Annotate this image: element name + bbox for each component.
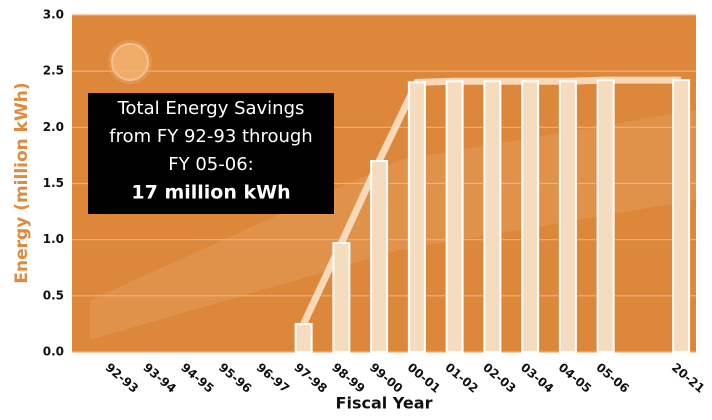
y-tick-label: 2.0 [43,120,64,134]
x-tick-label: 96-97 [254,360,292,395]
annotation-text: 17 million kWh [131,182,290,204]
annotation-box [88,93,334,214]
bar [521,80,540,353]
annotation-text: Total Energy Savings [117,98,305,119]
y-tick-label: 2.5 [43,64,64,78]
bar [407,81,426,354]
bar [370,160,389,353]
annotation-text: FY 05-06: [168,154,253,175]
x-tick-label: 02-03 [480,360,518,395]
y-tick-label: 1.5 [43,176,64,190]
x-tick-label: 04-05 [556,360,594,395]
x-axis-title: Fiscal Year [336,394,433,413]
bar [558,80,577,353]
sun [111,43,149,81]
annotation-text: from FY 92-93 through [109,126,312,147]
x-tick-label: 03-04 [518,360,556,395]
y-axis-title: Energy (million kWh) [12,82,32,283]
y-tick-label: 1.0 [43,232,64,246]
x-tick-label: 94-95 [178,360,216,395]
x-tick-label: 93-94 [140,360,178,395]
x-tick-label: 97-98 [291,360,329,395]
x-tick-label: 98-99 [329,360,367,395]
bar [483,80,502,353]
bar [332,242,351,353]
x-tick-label: 01-02 [442,360,480,395]
y-tick-label: 0.5 [43,288,64,302]
x-tick-label: 00-01 [405,360,443,395]
x-tick-label: 20-21 [669,360,707,395]
trend-line [300,76,682,326]
bar [672,79,691,354]
bar [445,80,464,353]
y-tick-label: 0.0 [43,345,64,359]
bar [294,322,313,353]
x-tick-label: 99-00 [367,360,405,395]
x-tick-label: 92-93 [103,360,141,395]
x-tick-label: 05-06 [593,360,631,395]
bar [596,79,615,354]
x-tick-label: 95-96 [216,360,254,395]
y-tick-label: 3.0 [43,8,64,22]
annotation: Total Energy Savings from FY 92-93 throug… [88,93,334,214]
